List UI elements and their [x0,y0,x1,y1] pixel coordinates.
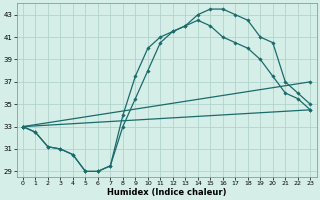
X-axis label: Humidex (Indice chaleur): Humidex (Indice chaleur) [107,188,226,197]
